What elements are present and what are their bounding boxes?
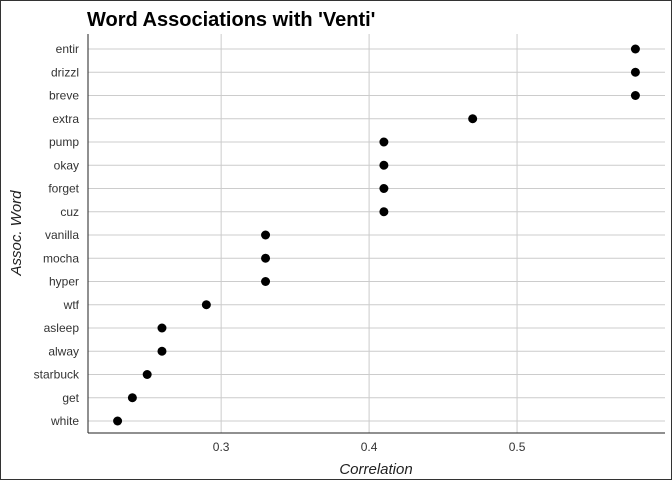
y-tick-label: hyper: [49, 275, 79, 289]
data-points: [113, 44, 640, 426]
data-point-cuz: [379, 207, 389, 217]
data-point-white: [113, 416, 123, 426]
y-tick-label: entir: [56, 42, 79, 56]
x-tick-labels: 0.3 0.4 0.5: [213, 440, 526, 454]
y-tick-label: okay: [54, 158, 79, 172]
data-point-vanilla: [261, 230, 271, 240]
y-tick-label: get: [62, 391, 79, 405]
y-tick-label: wtf: [63, 298, 80, 312]
y-tick-labels: entir drizzl breve extra pump okay forget cuz va…: [34, 42, 80, 428]
y-tick-label: forget: [48, 182, 79, 196]
data-point-mocha: [261, 253, 271, 263]
data-point-asleep: [157, 323, 167, 333]
chart-title: Word Associations with 'Venti': [87, 9, 375, 31]
data-point-alway: [157, 346, 167, 356]
y-tick-label: extra: [52, 112, 79, 126]
x-tick-label: 0.5: [509, 440, 526, 454]
data-point-hyper: [261, 277, 271, 286]
data-point-drizzl: [630, 67, 640, 77]
grid-lines: [88, 34, 665, 433]
data-point-wtf: [201, 300, 211, 310]
y-tick-label: white: [50, 414, 79, 428]
data-point-forget: [379, 184, 389, 193]
y-tick-label: starbuck: [34, 368, 80, 382]
y-tick-label: cuz: [60, 205, 79, 219]
y-tick-label: breve: [49, 89, 79, 103]
x-tick-label: 0.4: [361, 440, 378, 454]
y-tick-label: vanilla: [45, 228, 79, 242]
y-tick-label: alway: [48, 344, 79, 358]
y-axis-title: Assoc. Word: [8, 190, 25, 277]
x-tick-label: 0.3: [213, 440, 230, 454]
data-point-starbuck: [142, 370, 152, 379]
data-point-entir: [630, 44, 640, 54]
data-point-breve: [630, 91, 640, 100]
y-tick-label: pump: [49, 135, 79, 149]
x-axis-title: Correlation: [339, 461, 412, 478]
data-point-okay: [379, 160, 389, 170]
y-tick-label: asleep: [44, 321, 80, 335]
data-point-pump: [379, 137, 389, 147]
y-tick-label: mocha: [43, 251, 79, 265]
data-point-get: [127, 393, 137, 403]
y-tick-label: drizzl: [51, 65, 79, 79]
data-point-extra: [468, 114, 478, 124]
